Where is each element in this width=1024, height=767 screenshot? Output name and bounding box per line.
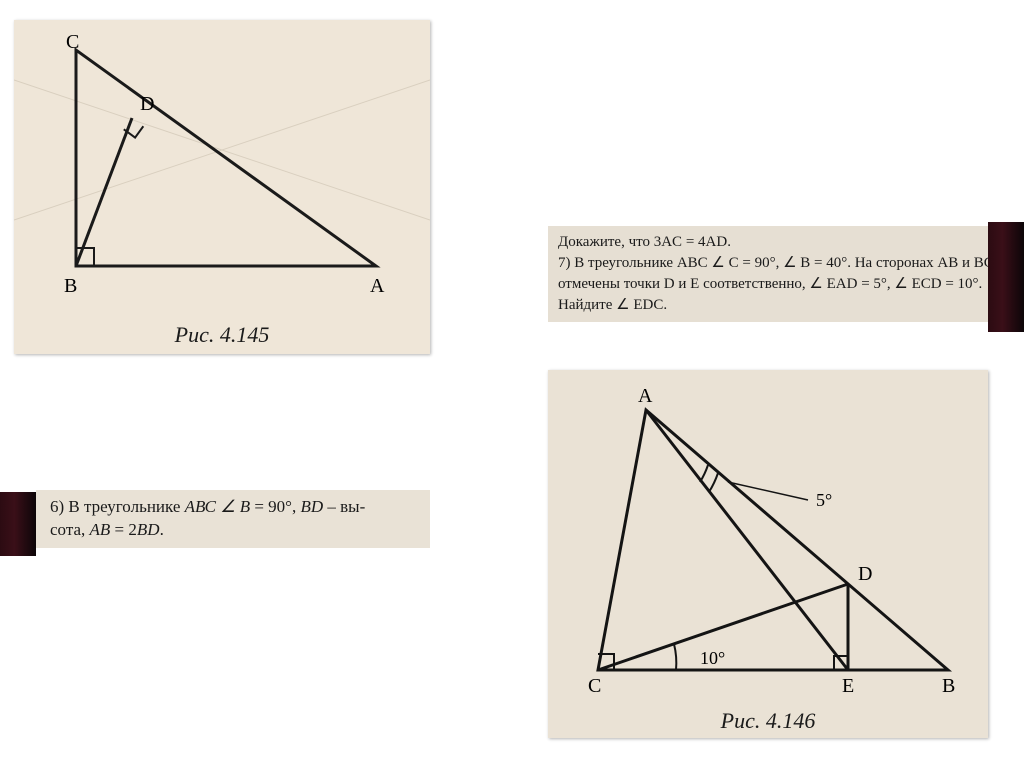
label-D2: D bbox=[858, 563, 872, 585]
scan-edge-left bbox=[0, 492, 36, 556]
scan-edge-right bbox=[988, 222, 1024, 332]
problem-7-text: Докажите, что 3AC = 4AD. 7) В треугольни… bbox=[548, 226, 1006, 322]
angle-5-label: 5° bbox=[816, 490, 832, 510]
figure-left-caption: Рис. 4.145 bbox=[14, 322, 430, 348]
label-C2: C bbox=[588, 675, 601, 697]
figure-left-panel: C D B A Рис. 4.145 bbox=[14, 20, 430, 354]
figure-right-svg: 5° 10° A D C E B bbox=[548, 370, 988, 738]
figure-right-panel: 5° 10° A D C E B Рис. 4.146 bbox=[548, 370, 988, 738]
figure-left-svg: C D B A bbox=[14, 20, 430, 354]
label-B2: B bbox=[942, 675, 955, 697]
label-D: D bbox=[140, 93, 154, 115]
angle-10-label: 10° bbox=[700, 648, 725, 668]
figure-right-caption: Рис. 4.146 bbox=[548, 708, 988, 734]
label-C: C bbox=[66, 31, 79, 53]
label-E2: E bbox=[842, 675, 854, 697]
label-A: A bbox=[370, 275, 385, 297]
label-A2: A bbox=[638, 385, 653, 407]
label-B: B bbox=[64, 275, 77, 297]
problem-6-text: 6) В треугольнике АВС ∠ B = 90°, BD – вы… bbox=[36, 490, 430, 548]
